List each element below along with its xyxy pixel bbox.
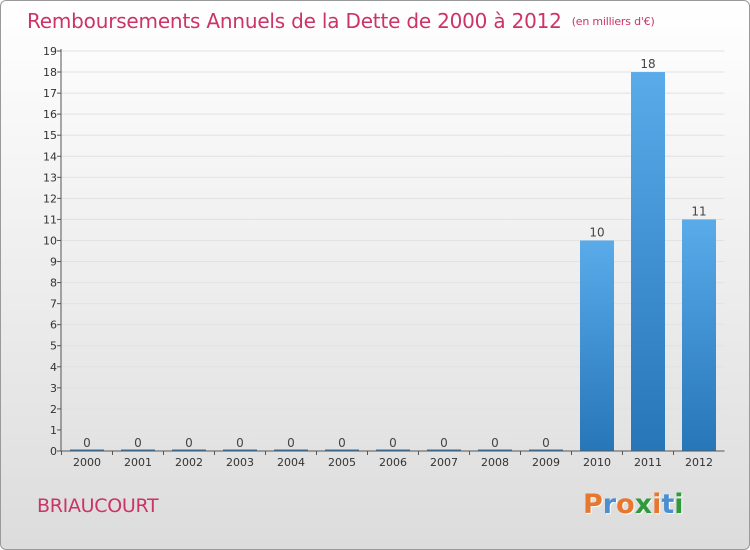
x-tick-label: 2004 [277,456,305,469]
y-tick-label: 4 [50,361,57,374]
bar [223,449,257,451]
y-tick-label: 18 [43,66,57,79]
logo-letter: x [634,489,653,520]
data-label: 0 [440,436,448,450]
x-tick-label: 2001 [124,456,152,469]
bar [121,449,155,451]
chart-title: Remboursements Annuels de la Dette de 20… [27,9,655,33]
chart-subtitle: (en milliers d'€) [571,15,655,28]
x-tick-label: 2007 [430,456,458,469]
y-tick-label: 2 [50,403,57,416]
data-label: 0 [491,436,499,450]
data-label: 0 [236,436,244,450]
bar [274,449,308,451]
bar [172,449,206,451]
x-tick-label: 2011 [634,456,662,469]
bar [478,449,512,451]
data-label: 18 [640,57,655,71]
bar [325,449,359,451]
y-tick-label: 9 [50,256,57,269]
x-tick-label: 2008 [481,456,509,469]
y-tick-label: 14 [43,150,57,163]
y-tick-label: 11 [43,213,57,226]
logo-letter: i [674,489,684,520]
bar [682,219,716,451]
y-tick-label: 3 [50,382,57,395]
bar [70,449,104,451]
data-label: 0 [83,436,91,450]
logo-letter: t [661,489,675,520]
axes-group [57,49,725,455]
data-label: 0 [287,436,295,450]
bars-group [70,72,716,451]
bar [529,449,563,451]
commune-name: BRIAUCOURT [37,495,159,517]
x-tick-label: 2000 [73,456,101,469]
y-tick-label: 13 [43,171,57,184]
x-tick-label: 2009 [532,456,560,469]
y-tick-label: 19 [43,45,57,58]
bar [427,449,461,451]
chart-title-text: Remboursements Annuels de la Dette de 20… [27,9,562,33]
x-tick-label: 2010 [583,456,611,469]
y-tick-label: 0 [50,445,57,458]
x-tick-label: 2002 [175,456,203,469]
y-tick-label: 16 [43,108,57,121]
logo-letter: P [583,489,603,520]
y-tick-label: 10 [43,234,57,247]
bar [376,449,410,451]
labels-group: 0123456789101112131415161718190200002001… [43,45,713,469]
data-label: 0 [185,436,193,450]
bar [580,240,614,451]
y-tick-label: 7 [50,298,57,311]
x-tick-label: 2005 [328,456,356,469]
x-tick-label: 2003 [226,456,254,469]
proxiti-logo: Proxiti [583,489,684,520]
y-tick-label: 8 [50,277,57,290]
y-tick-label: 12 [43,192,57,205]
y-grid [61,50,725,431]
y-tick-label: 5 [50,340,57,353]
data-label: 10 [589,225,604,239]
data-label: 11 [691,204,706,218]
y-tick-label: 1 [50,424,57,437]
data-label: 0 [338,436,346,450]
bar [631,72,665,451]
data-label: 0 [389,436,397,450]
logo-letter: o [616,489,635,520]
y-tick-label: 6 [50,319,57,332]
data-label: 0 [542,436,550,450]
logo-letter: i [652,489,662,520]
logo-letter: r [602,489,617,520]
x-tick-label: 2006 [379,456,407,469]
y-tick-label: 17 [43,87,57,100]
data-label: 0 [134,436,142,450]
y-tick-label: 15 [43,129,57,142]
x-tick-label: 2012 [685,456,713,469]
